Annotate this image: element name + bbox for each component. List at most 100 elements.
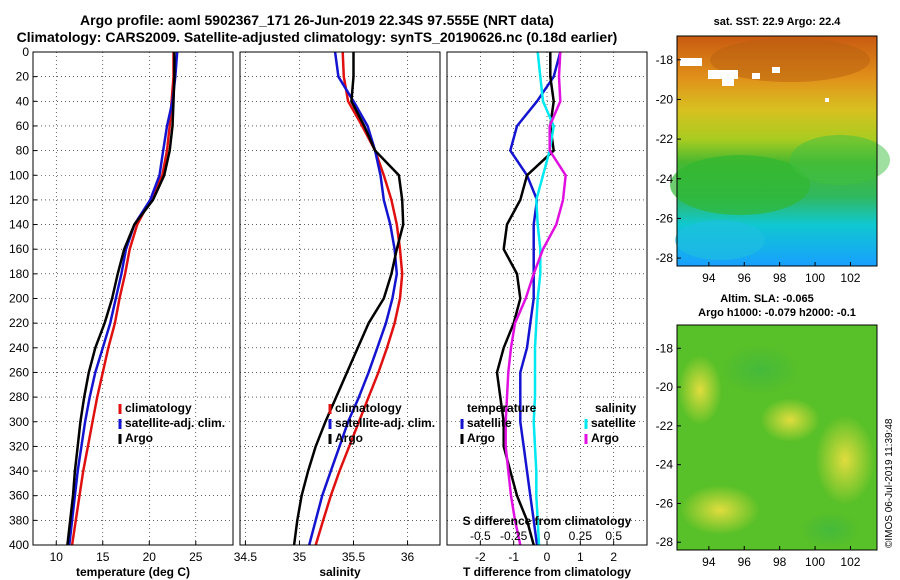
x-tick-label: 35 xyxy=(293,550,307,564)
series-line-satellite-adj-clim- xyxy=(307,51,399,546)
map-x-tick-label: 98 xyxy=(773,555,787,569)
y-tick-label: 300 xyxy=(9,415,29,429)
sla-map-title-line1: Altim. SLA: -0.065 xyxy=(720,293,814,305)
y-tick-label: 120 xyxy=(9,193,29,207)
x-axis-label: T difference from climatology xyxy=(463,565,631,579)
y-tick-label: 340 xyxy=(9,464,29,478)
legend-label: Argo xyxy=(591,431,619,445)
map-y-tick-label: -20 xyxy=(656,92,674,106)
x-tick-label: 25 xyxy=(189,550,203,564)
top-axis-tick-label: -0.5 xyxy=(470,529,491,543)
y-tick-label: 280 xyxy=(9,390,29,404)
x-axis-label: temperature (deg C) xyxy=(76,565,190,579)
figure-title-line1: Argo profile: aoml 5902367_171 26-Jun-20… xyxy=(80,12,554,28)
y-tick-label: 0 xyxy=(22,45,29,59)
sst-map-title: sat. SST: 22.9 Argo: 22.4 xyxy=(714,16,842,28)
series-line-satellite-adj-clim- xyxy=(68,51,179,546)
legend-label: Argo xyxy=(467,431,495,445)
series-line-salinity-satellite xyxy=(532,51,555,546)
map-x-tick-label: 94 xyxy=(702,555,716,569)
plot-frame xyxy=(239,51,441,546)
sst-map-feature xyxy=(670,155,810,215)
series-line-climatology xyxy=(70,52,175,546)
map-x-tick-label: 100 xyxy=(805,271,825,285)
map-y-tick-label: -28 xyxy=(656,535,674,549)
top-axis-tick-label: 0.5 xyxy=(605,529,622,543)
x-tick-label: 0 xyxy=(544,550,551,564)
sst-map xyxy=(670,35,890,267)
x-tick-label: 15 xyxy=(96,550,110,564)
salinity-panel: 34.5 35 35.5 36 salinity climatologysatellite… xyxy=(234,51,441,579)
sla-map-feature xyxy=(815,415,875,505)
sst-map-feature xyxy=(675,220,765,260)
map-y-tick-label: -22 xyxy=(656,132,674,146)
y-tick-label: 260 xyxy=(9,365,29,379)
x-tick-label: 2 xyxy=(610,550,617,564)
y-tick-label: 360 xyxy=(9,489,29,503)
sla-map-feature xyxy=(678,355,722,425)
sla-map xyxy=(676,324,878,551)
sst-cloud-mask xyxy=(680,58,702,66)
top-axis-label: S difference from climatology xyxy=(463,514,632,528)
sst-cloud-mask xyxy=(752,73,760,79)
y-tick-label: 140 xyxy=(9,218,29,232)
sst-map-frame xyxy=(676,35,878,267)
x-tick-label: 35.5 xyxy=(342,550,366,564)
series-line-temperature-satellite xyxy=(509,51,562,546)
sla-map-feature xyxy=(800,512,860,548)
top-axis-tick-label: 0 xyxy=(544,529,551,543)
map-x-tick-label: 100 xyxy=(805,555,825,569)
y-tick-label: 40 xyxy=(16,94,30,108)
x-tick-label: -2 xyxy=(475,550,486,564)
legend-label: Argo xyxy=(125,431,153,445)
sst-cloud-mask xyxy=(708,70,738,79)
x-tick-label: 34.5 xyxy=(234,550,258,564)
map-y-tick-label: -24 xyxy=(656,458,674,472)
map-x-tick-label: 96 xyxy=(738,271,752,285)
map-x-tick-label: 102 xyxy=(840,555,860,569)
sst-map-axes: 94 96 98 100 102 -18 -20 -22 -24 -26 -28 xyxy=(656,53,861,285)
sst-map-feature xyxy=(710,38,870,82)
map-y-tick-label: -24 xyxy=(656,172,674,186)
legend-label: satellite xyxy=(467,416,512,430)
sla-map-axes: 94 96 98 100 102 -18 -20 -22 -24 -26 -28 xyxy=(656,341,861,569)
map-y-tick-label: -26 xyxy=(656,211,674,225)
figure-title-line2: Climatology: CARS2009. Satellite-adjuste… xyxy=(17,29,618,45)
legend-label: climatology xyxy=(125,401,192,415)
map-x-tick-label: 102 xyxy=(840,271,860,285)
map-y-tick-label: -20 xyxy=(656,380,674,394)
map-y-tick-label: -26 xyxy=(656,496,674,510)
legend-label: climatology xyxy=(335,401,402,415)
x-tick-label: 1 xyxy=(577,550,584,564)
x-tick-label: 20 xyxy=(143,550,157,564)
series-line-salinity-argo xyxy=(504,51,567,546)
y-tick-label: 240 xyxy=(9,341,29,355)
y-tick-label: 380 xyxy=(9,513,29,527)
y-tick-label: 80 xyxy=(16,144,30,158)
legend-salinity-title: salinity xyxy=(595,401,637,415)
sla-map-title-line2: Argo h1000: -0.079 h2000: -0.1 xyxy=(698,307,856,319)
map-x-tick-label: 96 xyxy=(738,555,752,569)
map-y-tick-label: -28 xyxy=(656,251,674,265)
legend-label: satellite-adj. clim. xyxy=(335,416,435,430)
y-tick-label: 400 xyxy=(9,538,29,552)
y-tick-label: 20 xyxy=(16,70,30,84)
sst-cloud-mask xyxy=(825,98,829,102)
sst-cloud-mask xyxy=(772,67,780,73)
difference-panel: -2 -1 0 1 2T difference from climatology temp… xyxy=(446,51,648,579)
series-line-argo xyxy=(66,52,176,546)
map-x-tick-label: 98 xyxy=(773,271,787,285)
y-tick-label: 180 xyxy=(9,267,29,281)
sst-cloud-mask xyxy=(722,78,734,86)
y-tick-label: 220 xyxy=(9,316,29,330)
x-tick-label: -1 xyxy=(508,550,519,564)
legend-temperature-title: temperature xyxy=(467,401,537,415)
y-tick-label: 320 xyxy=(9,439,29,453)
sla-map-feature xyxy=(680,485,760,535)
sla-map-feature xyxy=(760,398,820,442)
legend-label: satellite xyxy=(591,416,636,430)
map-y-tick-label: -18 xyxy=(656,53,674,67)
x-tick-label: 36 xyxy=(401,550,415,564)
